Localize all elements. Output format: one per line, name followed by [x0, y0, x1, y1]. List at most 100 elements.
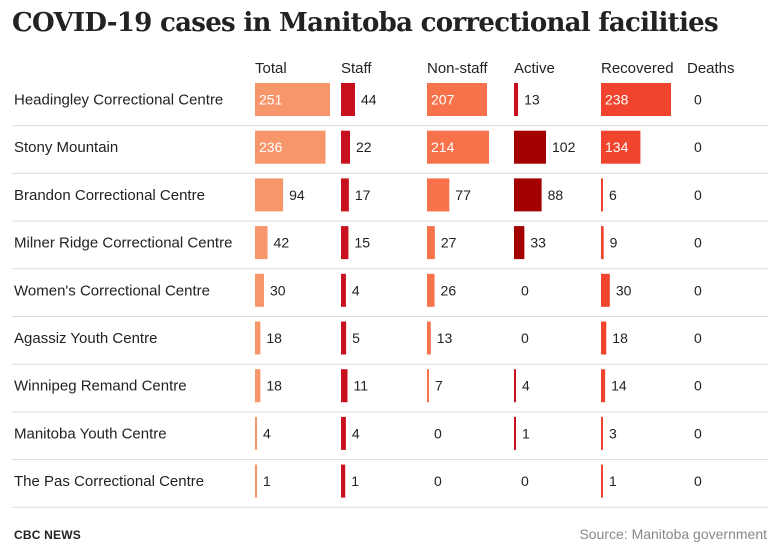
facility-label-the-pas-correctional-centre: The Pas Correctional Centre: [14, 473, 204, 490]
bar-active-headingley-correctional-centre: [514, 83, 519, 116]
bar-staff-stony-mountain: [341, 130, 350, 164]
value-label-deaths: 0: [694, 139, 702, 155]
facility-label-women-s-correctional-centre: Women's Correctional Centre: [14, 282, 210, 299]
value-label-staff: 44: [361, 92, 377, 108]
chart-title: COVID-19 cases in Manitoba correctional …: [12, 8, 719, 38]
value-label-recovered: 238: [605, 92, 629, 108]
bar-total-winnipeg-remand-centre: [255, 369, 261, 403]
value-label-active: 0: [521, 282, 529, 298]
bar-total-agassiz-youth-centre: [255, 321, 261, 355]
value-label-total: 251: [259, 92, 283, 108]
value-label-deaths: 0: [694, 473, 702, 489]
facility-label-manitoba-youth-centre: Manitoba Youth Centre: [14, 425, 167, 442]
bar-staff-headingley-correctional-centre: [341, 83, 355, 116]
value-label-non-staff: 27: [441, 235, 457, 251]
bar-recovered-manitoba-youth-centre: [601, 416, 603, 450]
value-label-active: 33: [530, 235, 546, 251]
value-label-deaths: 0: [694, 378, 702, 394]
bar-active-manitoba-youth-centre: [514, 416, 516, 450]
value-label-non-staff: 214: [431, 139, 455, 155]
bar-non-staff-stony-mountain: [427, 130, 489, 164]
value-label-staff: 15: [354, 235, 370, 251]
value-label-deaths: 0: [694, 282, 702, 298]
bar-total-brandon-correctional-centre: [255, 178, 284, 212]
bar-active-milner-ridge-correctional-centre: [514, 226, 525, 260]
bar-total-women-s-correctional-centre: [255, 273, 264, 307]
bar-non-staff-women-s-correctional-centre: [427, 273, 435, 307]
bar-recovered-the-pas-correctional-centre: [601, 464, 603, 498]
bar-recovered-milner-ridge-correctional-centre: [601, 226, 604, 260]
column-header-non-staff: Non-staff: [427, 60, 488, 77]
column-header-total: Total: [255, 60, 287, 77]
value-label-recovered: 9: [610, 235, 618, 251]
value-label-staff: 4: [352, 282, 360, 298]
bar-staff-agassiz-youth-centre: [341, 321, 347, 355]
column-header-recovered: Recovered: [601, 60, 674, 77]
value-label-deaths: 0: [694, 187, 702, 203]
bar-recovered-headingley-correctional-centre: [601, 83, 671, 116]
source-note: Source: Manitoba government: [579, 526, 767, 542]
facility-label-stony-mountain: Stony Mountain: [14, 139, 118, 156]
bar-total-the-pas-correctional-centre: [255, 464, 257, 498]
value-label-deaths: 0: [694, 92, 702, 108]
value-label-total: 236: [259, 139, 283, 155]
bar-non-staff-brandon-correctional-centre: [427, 178, 450, 212]
bar-non-staff-milner-ridge-correctional-centre: [427, 226, 435, 260]
value-label-active: 4: [522, 378, 530, 394]
bar-staff-winnipeg-remand-centre: [341, 369, 348, 403]
value-label-recovered: 3: [609, 425, 617, 441]
value-label-total: 18: [266, 378, 282, 394]
value-label-recovered: 14: [611, 378, 627, 394]
cbc-news-logo: CBC NEWS: [14, 528, 81, 542]
bar-total-headingley-correctional-centre: [255, 83, 330, 116]
value-label-non-staff: 0: [434, 473, 442, 489]
bar-non-staff-agassiz-youth-centre: [427, 321, 431, 355]
value-label-non-staff: 13: [437, 330, 453, 346]
value-label-recovered: 134: [605, 139, 629, 155]
value-label-recovered: 6: [609, 187, 617, 203]
value-label-active: 1: [522, 425, 530, 441]
cases-table-chart: Total Staff Non-staff Active Recovered Deaths…: [12, 60, 768, 508]
value-label-active: 88: [548, 187, 564, 203]
column-header-deaths: Deaths: [687, 60, 735, 77]
bar-active-winnipeg-remand-centre: [514, 369, 516, 403]
value-label-recovered: 1: [609, 473, 617, 489]
value-label-total: 42: [274, 235, 290, 251]
value-label-non-staff: 7: [435, 378, 443, 394]
facility-label-headingley-correctional-centre: Headingley Correctional Centre: [14, 92, 223, 109]
bar-recovered-winnipeg-remand-centre: [601, 369, 606, 403]
value-label-active: 0: [521, 473, 529, 489]
value-label-non-staff: 207: [431, 92, 455, 108]
bar-recovered-women-s-correctional-centre: [601, 273, 610, 307]
value-label-non-staff: 0: [434, 425, 442, 441]
value-label-deaths: 0: [694, 235, 702, 251]
facility-label-brandon-correctional-centre: Brandon Correctional Centre: [14, 187, 205, 204]
value-label-active: 0: [521, 330, 529, 346]
column-header-staff: Staff: [341, 60, 372, 77]
value-label-staff: 1: [351, 473, 359, 489]
bar-total-stony-mountain: [255, 130, 326, 164]
bar-active-stony-mountain: [514, 130, 546, 164]
bar-non-staff-winnipeg-remand-centre: [427, 369, 430, 403]
bar-staff-manitoba-youth-centre: [341, 416, 346, 450]
value-label-staff: 22: [356, 139, 372, 155]
bar-recovered-brandon-correctional-centre: [601, 178, 603, 212]
value-label-active: 102: [552, 139, 576, 155]
value-label-non-staff: 26: [441, 282, 457, 298]
bar-non-staff-headingley-correctional-centre: [427, 83, 487, 116]
bar-staff-women-s-correctional-centre: [341, 273, 346, 307]
bar-staff-the-pas-correctional-centre: [341, 464, 346, 498]
value-label-total: 1: [263, 473, 271, 489]
value-label-staff: 4: [352, 425, 360, 441]
value-label-staff: 11: [354, 378, 369, 394]
bar-total-manitoba-youth-centre: [255, 416, 257, 450]
value-label-deaths: 0: [694, 330, 702, 346]
bar-staff-brandon-correctional-centre: [341, 178, 349, 212]
value-label-staff: 5: [352, 330, 360, 346]
facility-label-milner-ridge-correctional-centre: Milner Ridge Correctional Centre: [14, 235, 232, 252]
value-label-active: 13: [524, 92, 540, 108]
bar-staff-milner-ridge-correctional-centre: [341, 226, 349, 260]
value-label-total: 30: [270, 282, 286, 298]
bar-recovered-stony-mountain: [601, 130, 641, 164]
value-label-total: 4: [263, 425, 271, 441]
